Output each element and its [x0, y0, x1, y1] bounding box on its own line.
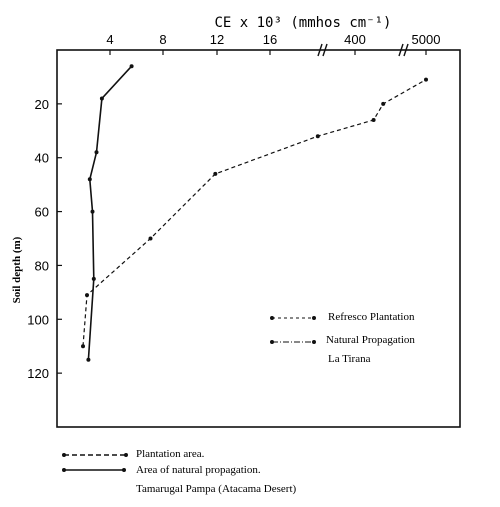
data-point: [381, 101, 386, 106]
axis-break-1: [317, 43, 328, 57]
data-point: [99, 96, 104, 101]
data-point: [371, 118, 376, 122]
data-point: [86, 357, 91, 362]
x-axis-title: CE x 10³ (mmhos cm⁻¹): [214, 15, 391, 31]
data-point: [315, 134, 320, 139]
inner-legend-marker-natural-b: [312, 340, 316, 344]
outer-legend-subtitle: Tamarugal Pampa (Atacama Desert): [136, 483, 297, 495]
y-tick-label: 80: [35, 258, 49, 273]
data-point: [90, 209, 95, 214]
outer-legend-marker-natural-a: [62, 468, 66, 472]
x-tick-label: 12: [210, 32, 224, 47]
inner-legend: Refresco Plantation Natural Propagation …: [270, 311, 415, 365]
x-tick-label: 5000: [412, 32, 441, 47]
inner-legend-marker-natural-a: [270, 340, 274, 344]
data-point: [213, 171, 218, 176]
y-axis-title: Soil depth (m): [11, 236, 23, 303]
data-point: [87, 177, 92, 182]
inner-legend-label-refresco: Refresco Plantation: [328, 311, 415, 323]
series-line-natural: [87, 65, 133, 360]
x-tick-label: 8: [159, 32, 166, 47]
plot-frame: [56, 49, 461, 428]
y-tick-label: 20: [35, 97, 49, 112]
x-tick-label: 4: [106, 32, 113, 47]
y-tick-label: 100: [27, 312, 49, 327]
outer-legend-label-natural: Area of natural propagation.: [136, 464, 261, 476]
outer-legend-marker-plantation-b: [124, 453, 128, 457]
axis-break-2: [398, 43, 409, 57]
x-tick-label: 16: [263, 32, 277, 47]
inner-legend-marker-refresco-a: [270, 316, 274, 320]
outer-legend-label-plantation: Plantation area.: [136, 448, 205, 460]
y-tick-label: 60: [35, 205, 49, 220]
data-point: [424, 77, 428, 82]
data-point: [129, 64, 134, 69]
x-tick-label: 400: [344, 32, 366, 47]
data-point: [94, 150, 99, 155]
outer-legend-marker-plantation-a: [62, 453, 66, 457]
inner-legend-marker-refresco-b: [312, 316, 316, 320]
data-point: [148, 236, 153, 241]
inner-legend-subtitle: La Tirana: [328, 353, 371, 365]
outer-legend-marker-natural-b: [122, 468, 126, 472]
data-point: [85, 293, 89, 298]
inner-legend-label-natural: Natural Propagation: [326, 334, 415, 346]
data-point: [81, 344, 85, 349]
y-tick-label: 40: [35, 151, 49, 166]
data-point: [91, 276, 96, 281]
outer-legend: Plantation area. Area of natural propaga…: [62, 448, 297, 495]
series-line-refresco: [82, 79, 427, 347]
y-tick-label: 120: [27, 366, 49, 381]
